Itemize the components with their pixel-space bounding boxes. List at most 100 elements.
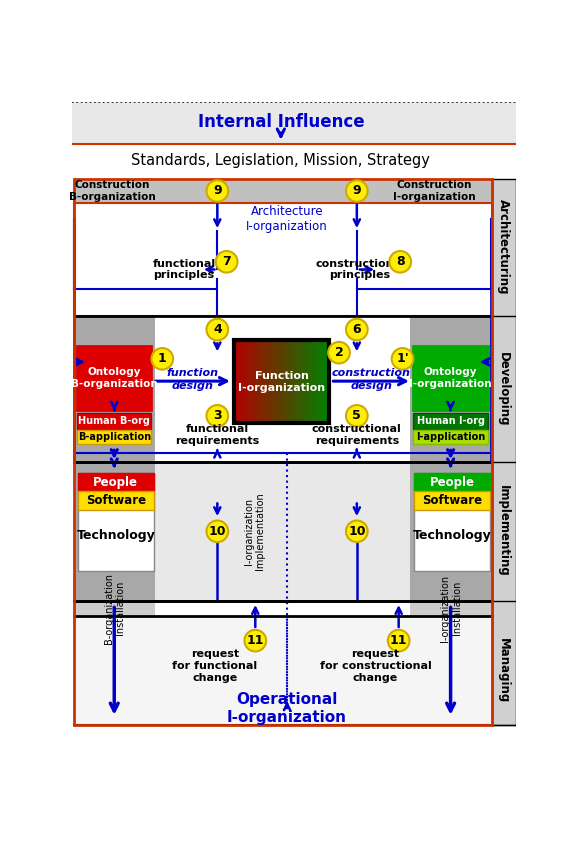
Bar <box>155 462 410 601</box>
Bar <box>273 340 274 424</box>
Bar <box>316 340 317 424</box>
Text: design: design <box>350 381 392 390</box>
Bar <box>285 340 286 424</box>
Text: functional
principles: functional principles <box>152 258 215 280</box>
Circle shape <box>346 405 368 427</box>
Bar <box>280 340 281 424</box>
Text: Architecturing: Architecturing <box>497 199 510 295</box>
Bar <box>296 340 297 424</box>
Bar <box>261 340 262 424</box>
Bar <box>295 340 296 424</box>
Text: constructional
requirements: constructional requirements <box>312 424 402 446</box>
Bar <box>267 340 268 424</box>
Bar <box>236 340 237 424</box>
Text: request
for constructional
change: request for constructional change <box>320 650 431 683</box>
Bar <box>277 340 278 424</box>
Bar <box>237 340 238 424</box>
Text: 8: 8 <box>396 255 405 268</box>
Bar <box>304 340 305 424</box>
Bar <box>78 491 154 510</box>
Bar <box>309 340 311 424</box>
Bar <box>318 340 319 424</box>
Bar <box>413 346 488 410</box>
Circle shape <box>328 342 350 363</box>
Bar <box>303 340 304 424</box>
Text: Implementing: Implementing <box>497 485 510 577</box>
Bar <box>77 346 151 410</box>
Bar <box>268 340 269 424</box>
Circle shape <box>206 318 228 340</box>
Bar <box>414 473 490 572</box>
Text: 9: 9 <box>352 185 361 197</box>
Circle shape <box>390 251 411 273</box>
Bar <box>410 462 492 601</box>
Bar <box>246 340 247 424</box>
Bar <box>327 340 328 424</box>
Bar <box>323 340 324 424</box>
Bar <box>256 340 257 424</box>
Bar <box>321 340 322 424</box>
Bar <box>270 340 271 424</box>
Text: Software: Software <box>86 494 146 507</box>
Text: Operational
I-organization: Operational I-organization <box>227 692 347 724</box>
Bar <box>248 340 249 424</box>
Bar <box>328 340 329 424</box>
Bar <box>413 429 488 444</box>
Bar <box>288 340 289 424</box>
Text: Technology: Technology <box>413 529 492 542</box>
Bar <box>281 340 282 424</box>
Bar <box>239 340 240 424</box>
Bar <box>269 340 270 424</box>
Bar <box>241 340 242 424</box>
Bar <box>313 340 314 424</box>
Text: People: People <box>93 475 138 489</box>
Circle shape <box>245 630 266 651</box>
Bar <box>258 340 259 424</box>
Bar <box>253 340 254 424</box>
Bar <box>326 340 327 424</box>
Bar <box>314 340 315 424</box>
Text: 9: 9 <box>213 185 222 197</box>
Bar <box>265 340 266 424</box>
Bar <box>266 340 267 424</box>
Circle shape <box>206 521 228 542</box>
Bar <box>414 491 490 510</box>
Text: 6: 6 <box>352 323 361 336</box>
Bar <box>279 340 280 424</box>
Bar <box>325 340 326 424</box>
Bar <box>242 340 243 424</box>
Bar <box>235 340 236 424</box>
Bar <box>414 473 490 491</box>
Bar <box>286 340 287 424</box>
Bar <box>74 316 155 462</box>
Bar <box>244 340 245 424</box>
Bar <box>284 340 285 424</box>
Bar <box>290 340 291 424</box>
Text: Internal Influence: Internal Influence <box>198 113 364 130</box>
Bar <box>74 179 492 725</box>
Bar <box>74 203 492 316</box>
Circle shape <box>206 405 228 427</box>
Bar <box>259 340 260 424</box>
Bar <box>413 412 488 429</box>
Text: Construction
I-organization: Construction I-organization <box>393 180 476 202</box>
Text: constructional
principles: constructional principles <box>315 258 405 280</box>
Bar <box>293 340 294 424</box>
Bar <box>257 340 258 424</box>
Text: Technology: Technology <box>76 529 155 542</box>
Bar <box>74 601 155 616</box>
Bar <box>307 340 308 424</box>
Bar <box>74 179 492 203</box>
Text: Human B-org: Human B-org <box>79 416 150 426</box>
Bar <box>74 462 155 601</box>
Text: Managing: Managing <box>497 638 510 703</box>
Bar <box>311 340 312 424</box>
Bar <box>305 340 307 424</box>
Text: 1: 1 <box>158 352 167 365</box>
Text: 10: 10 <box>209 525 226 538</box>
Text: Standards, Legislation, Mission, Strategy: Standards, Legislation, Mission, Strateg… <box>131 153 430 169</box>
Text: I-organization
Installation: I-organization Installation <box>440 575 462 642</box>
Bar <box>74 616 492 725</box>
Text: I-application: I-application <box>416 432 485 441</box>
Bar <box>302 340 303 424</box>
